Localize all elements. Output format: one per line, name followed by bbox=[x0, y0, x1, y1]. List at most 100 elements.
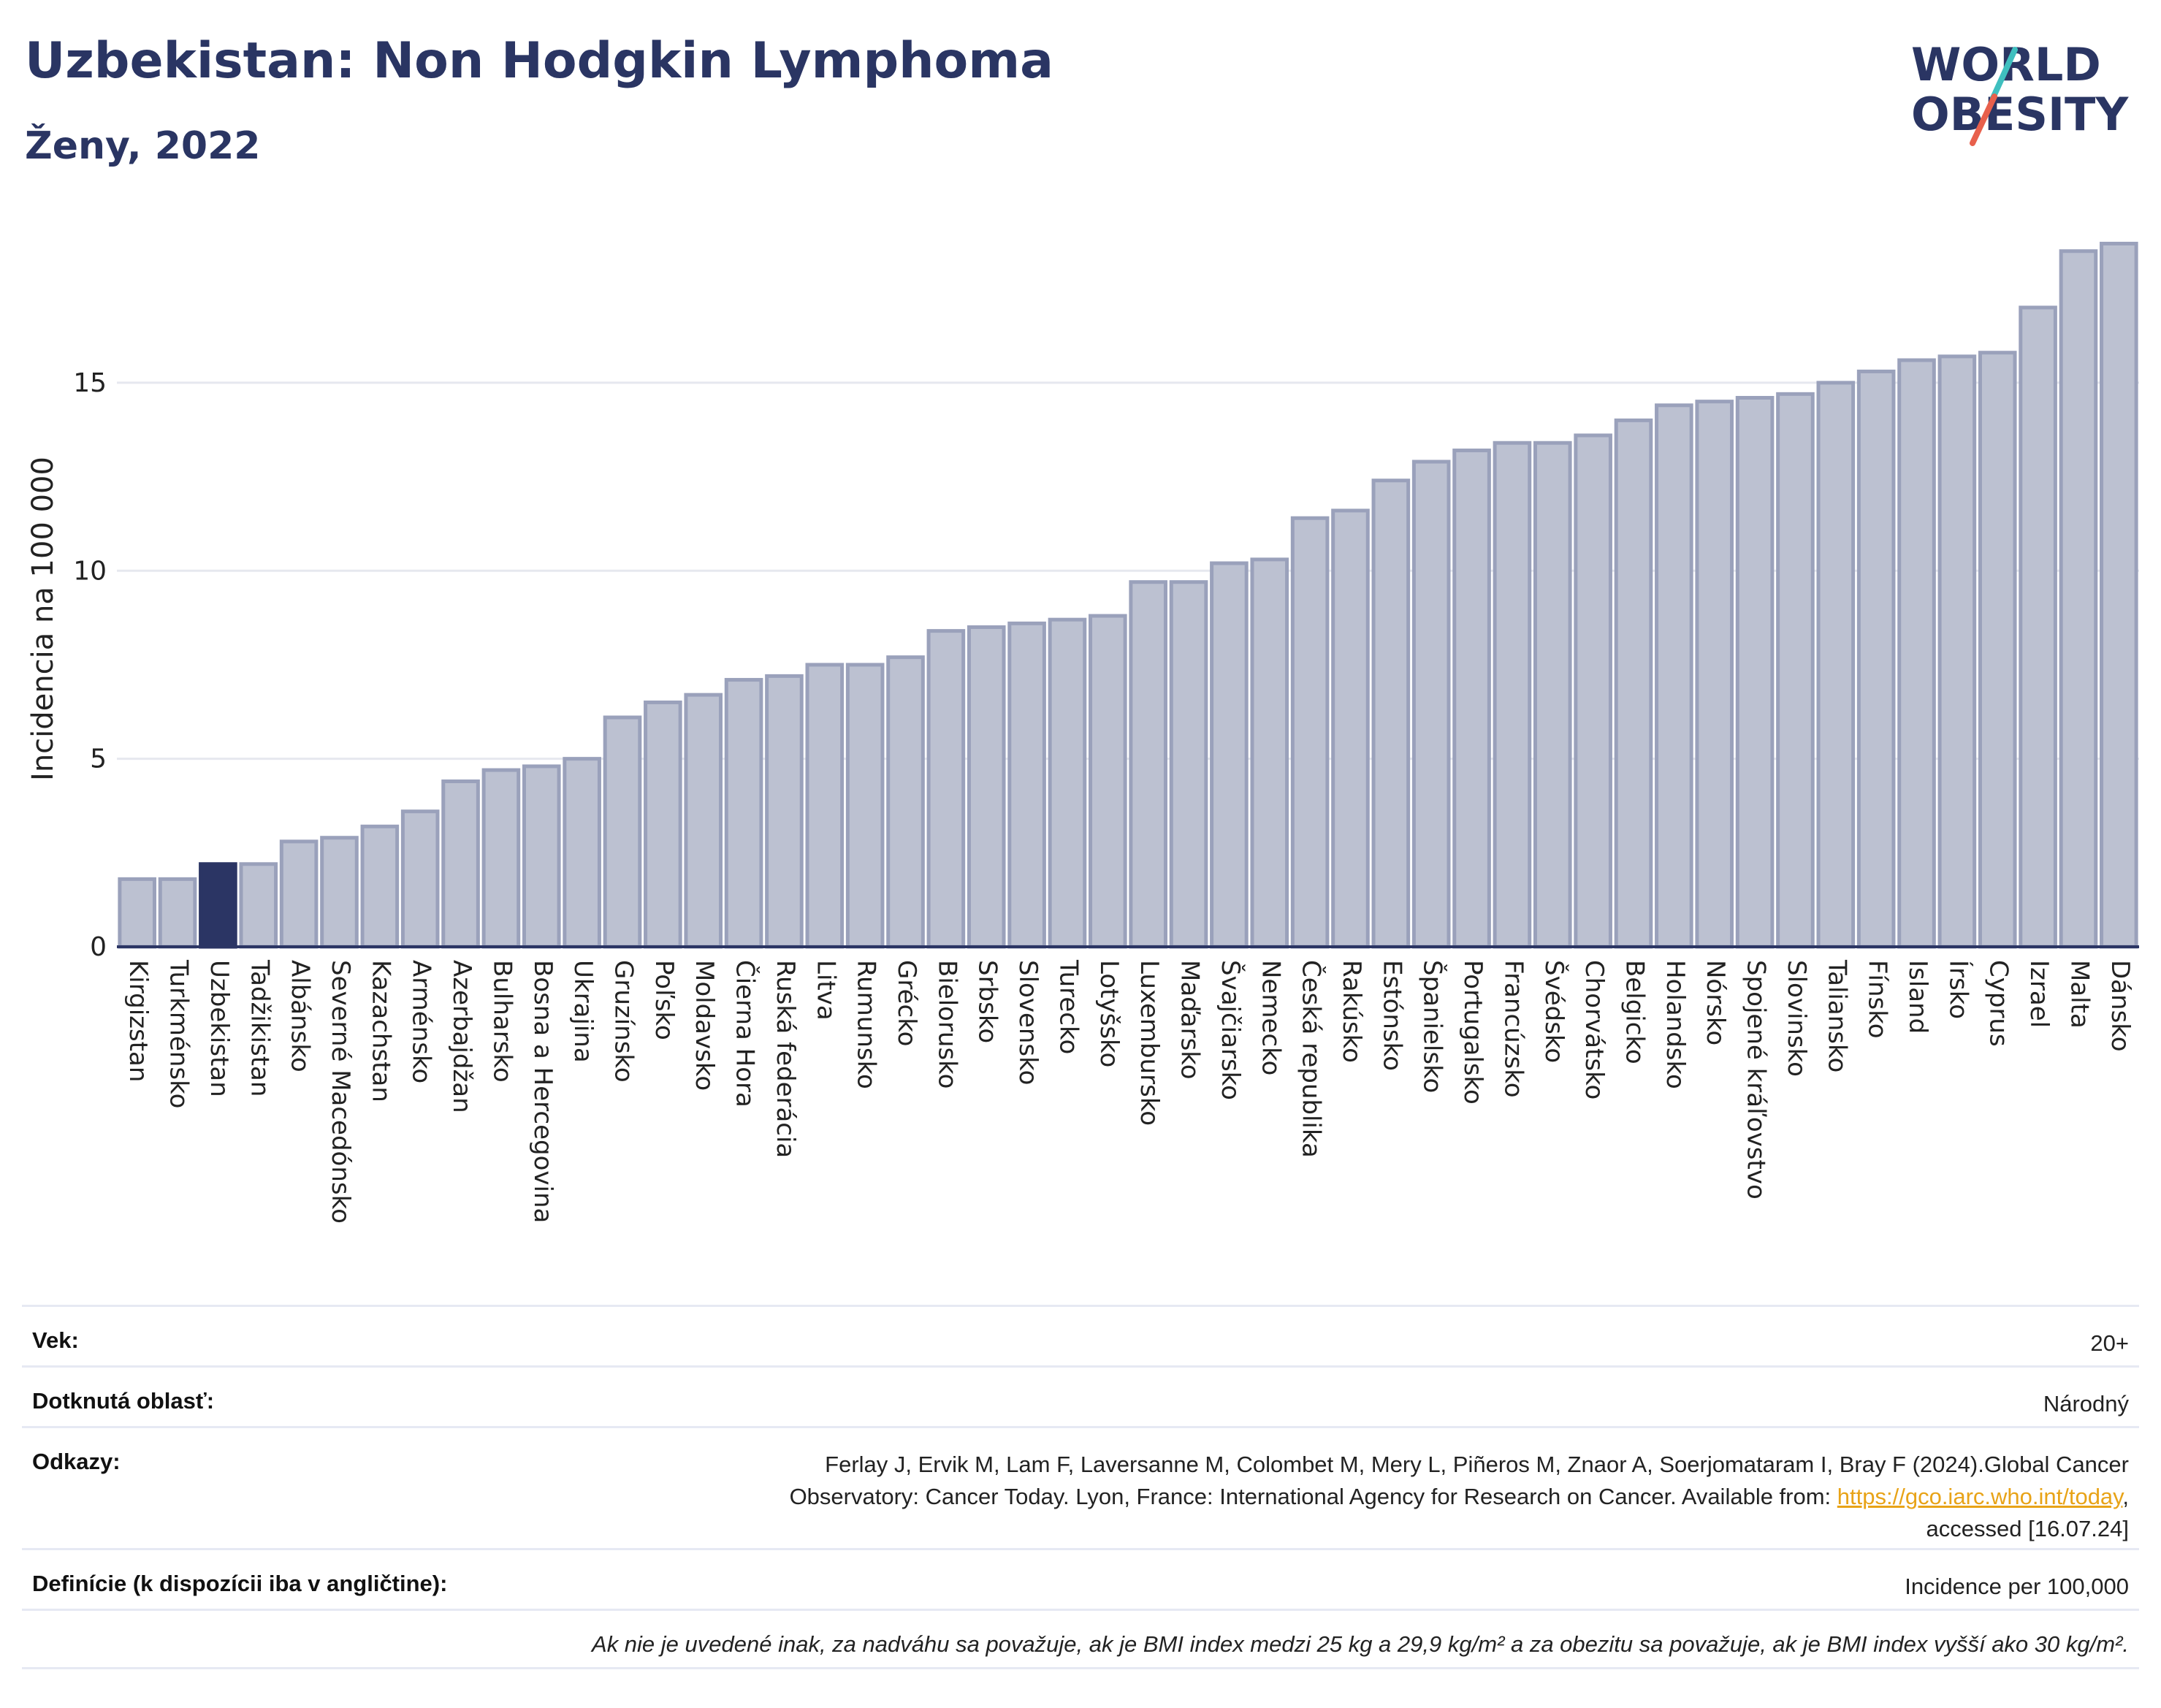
x-tick-label: Spojené kráľovstvo bbox=[1742, 960, 1771, 1200]
x-tick-label: Maďarsko bbox=[1175, 960, 1205, 1080]
x-tick-label: Arménsko bbox=[407, 960, 436, 1083]
x-tick-label: Nórsko bbox=[1701, 960, 1730, 1045]
bar-21 bbox=[967, 625, 1006, 949]
x-tick-label: Lotyšsko bbox=[1094, 960, 1124, 1067]
bar-26 bbox=[1169, 580, 1208, 949]
x-tick-label: Albánsko bbox=[286, 960, 315, 1072]
y-tick-label: 5 bbox=[90, 744, 107, 774]
refs-text-2: Observatory: Cancer Today. Lyon, France:… bbox=[789, 1484, 1837, 1509]
bar-16 bbox=[765, 674, 804, 949]
bar-22 bbox=[1007, 621, 1046, 949]
bar-35 bbox=[1533, 441, 1572, 949]
x-tick-label: Česká republika bbox=[1297, 960, 1327, 1158]
bar-1 bbox=[158, 877, 197, 949]
x-tick-label: Dánsko bbox=[2105, 960, 2135, 1052]
info-row-age: Vek: 20+ bbox=[22, 1305, 2139, 1365]
y-axis-label: Incidencia na 100 000 bbox=[26, 457, 60, 781]
page-subtitle: Ženy, 2022 bbox=[25, 124, 261, 168]
bar-24 bbox=[1089, 614, 1127, 949]
bar-37 bbox=[1614, 418, 1653, 949]
x-tick-label: Cyprus bbox=[1984, 960, 2013, 1047]
x-tick-label: Kirgizstan bbox=[123, 960, 153, 1082]
bar-31 bbox=[1371, 479, 1411, 949]
x-tick-label: Francúzsko bbox=[1498, 960, 1528, 1098]
y-tick-label: 10 bbox=[73, 556, 107, 586]
x-tick-label: Španielsko bbox=[1418, 960, 1448, 1093]
bar-38 bbox=[1655, 403, 1693, 949]
bar-42 bbox=[1816, 381, 1856, 949]
bar-49 bbox=[2100, 241, 2138, 949]
bar-9 bbox=[481, 768, 521, 949]
bar-7 bbox=[400, 809, 440, 949]
info-row-area: Dotknutá oblasť: Národný bbox=[22, 1365, 2139, 1426]
bar-18 bbox=[845, 663, 885, 949]
bar-5 bbox=[320, 836, 359, 949]
y-tick-label: 0 bbox=[90, 932, 107, 962]
x-tick-label: Gruzínsko bbox=[609, 960, 639, 1083]
refs-link[interactable]: https://gco.iarc.who.int/today bbox=[1837, 1484, 2123, 1509]
bar-chart: 0 5 10 15 Incidencia na 100 000 Kirgizstan Tur… bbox=[26, 241, 2139, 1224]
bar-17 bbox=[805, 663, 845, 949]
refs-label: Odkazy: bbox=[32, 1449, 121, 1474]
bar-45 bbox=[1937, 354, 1977, 949]
bar-29 bbox=[1290, 516, 1330, 949]
bar-28 bbox=[1250, 557, 1289, 949]
x-tick-label: Slovinsko bbox=[1782, 960, 1811, 1077]
x-tick-label: Slovensko bbox=[1013, 960, 1043, 1085]
x-tick-label: Turkménsko bbox=[164, 959, 194, 1108]
bar-10 bbox=[522, 764, 561, 949]
definitions-value: Incidence per 100,000 bbox=[1905, 1574, 2129, 1599]
bar-47 bbox=[2019, 305, 2057, 949]
x-tick-label: Ukrajina bbox=[568, 960, 598, 1063]
x-tick-label: Srbsko bbox=[973, 960, 1002, 1043]
bar-12 bbox=[603, 715, 642, 949]
bar-41 bbox=[1776, 392, 1815, 949]
bar-43 bbox=[1856, 369, 1896, 949]
x-tick-label: Chorvátsko bbox=[1579, 960, 1609, 1099]
info-table: Vek: 20+ Dotknutá oblasť: Národný Odkazy… bbox=[22, 1305, 2139, 1669]
bar-2 bbox=[199, 862, 237, 949]
x-tick-label: Malta bbox=[2065, 960, 2094, 1029]
y-tick-label: 15 bbox=[73, 368, 107, 398]
bar-44 bbox=[1897, 358, 1936, 949]
refs-value: Ferlay J, Ervik M, Lam F, Laversanne M, … bbox=[790, 1449, 2129, 1545]
x-tick-label: Grécko bbox=[892, 960, 921, 1046]
x-tick-label: Írsko bbox=[1943, 960, 1973, 1019]
x-tick-label: Kazachstan bbox=[366, 960, 395, 1102]
x-tick-label: Fínsko bbox=[1863, 960, 1892, 1039]
bar-48 bbox=[2059, 249, 2098, 949]
x-tick-label: Bielorusko bbox=[932, 960, 961, 1089]
bar-6 bbox=[360, 824, 400, 949]
x-tick-label: Belgicko bbox=[1620, 960, 1650, 1064]
refs-text-1: Ferlay J, Ervik M, Lam F, Laversanne M, … bbox=[825, 1452, 2129, 1477]
bar-34 bbox=[1493, 441, 1532, 949]
logo-line2: OBESITY bbox=[1911, 88, 2129, 141]
logo-slash-teal bbox=[1990, 47, 2018, 101]
x-tick-label: Bosna a Hercegovina bbox=[528, 960, 557, 1223]
bar-0 bbox=[118, 877, 156, 949]
definitions-label: Definície (k dispozícii iba v angličtine… bbox=[32, 1571, 448, 1596]
bar-23 bbox=[1048, 617, 1087, 949]
x-tick-label: Island bbox=[1903, 960, 1932, 1034]
x-tick-label: Čierna Hora bbox=[731, 960, 761, 1107]
x-tick-label: Uzbekistan bbox=[205, 960, 234, 1097]
x-tick-label: Bulharsko bbox=[487, 960, 517, 1083]
bar-8 bbox=[441, 779, 480, 949]
x-tick-label: Ruská federácia bbox=[771, 960, 800, 1158]
age-value: 20+ bbox=[2090, 1330, 2129, 1356]
x-tick-label: Poľsko bbox=[649, 960, 679, 1040]
bar-32 bbox=[1411, 460, 1451, 949]
x-tick-label: Estónsko bbox=[1377, 960, 1406, 1071]
bar-25 bbox=[1129, 580, 1167, 949]
x-tick-label: Turecko bbox=[1053, 959, 1083, 1054]
refs-text-3: , bbox=[2122, 1484, 2129, 1509]
info-row-refs: Odkazy: Ferlay J, Ervik M, Lam F, Lavers… bbox=[22, 1426, 2139, 1548]
x-tick-label: Rumunsko bbox=[852, 960, 881, 1089]
age-label: Vek: bbox=[32, 1327, 79, 1353]
bar-27 bbox=[1210, 561, 1249, 949]
bar-14 bbox=[684, 693, 723, 949]
bar-39 bbox=[1695, 400, 1734, 949]
x-tick-label: Rakúsko bbox=[1337, 960, 1366, 1063]
page-title: Uzbekistan: Non Hodgkin Lymphoma bbox=[25, 32, 1054, 90]
x-tick-label: Holandsko bbox=[1661, 960, 1690, 1089]
